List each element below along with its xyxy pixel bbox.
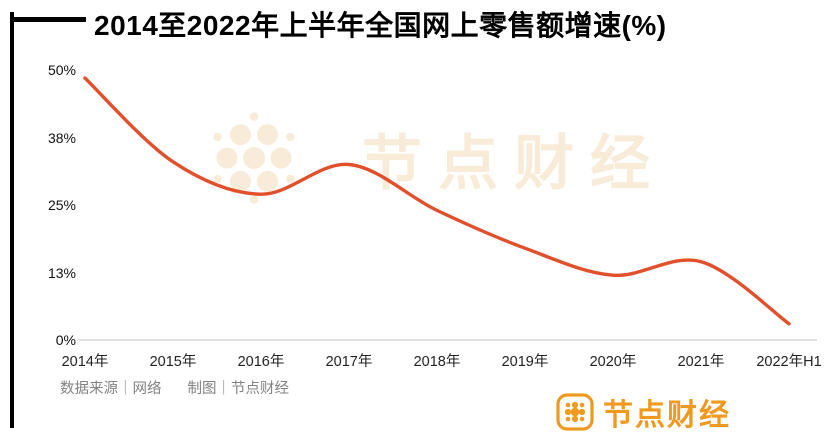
x-axis-label: 2015年 — [149, 354, 197, 370]
y-axis-label: 50% — [47, 62, 76, 78]
brand-footer: 节点财经 — [556, 390, 731, 434]
x-axis-label: 2017年 — [325, 354, 373, 370]
left-accent-bar — [10, 12, 14, 428]
watermark-text: 节点财经 — [362, 129, 666, 197]
data-source-label: 数据来源｜网络 — [60, 381, 162, 397]
series-line — [83, 76, 791, 326]
brand-name: 节点财经 — [603, 399, 731, 432]
chart-title: 2014至2022年上半年全国网上零售额增速(%) — [94, 10, 667, 41]
x-axis-label: 2020年 — [589, 354, 637, 370]
brand-logo-icon — [556, 393, 594, 431]
watermark-logo-icon — [213, 112, 295, 204]
y-axis-label: 13% — [47, 264, 76, 281]
x-axis-label: 2018年 — [413, 354, 461, 370]
watermark: 节点财经 — [208, 112, 666, 204]
y-axis-label: 25% — [47, 197, 76, 213]
title-accent-bar — [10, 17, 86, 22]
x-axis-label: 2016年 — [237, 354, 285, 370]
x-axis-label: 2019年 — [501, 354, 549, 370]
y-axis-label: 0% — [55, 332, 76, 348]
source-note: 数据来源｜网络 制图｜节点财经 — [60, 377, 289, 398]
credit-label: 制图｜节点财经 — [187, 381, 290, 397]
x-axis-label: 2014年 — [61, 354, 109, 370]
x-axis-label: 2021年 — [677, 354, 725, 370]
y-axis-label: 38% — [47, 129, 76, 146]
x-axis-label: 2022年H1 — [756, 354, 822, 370]
